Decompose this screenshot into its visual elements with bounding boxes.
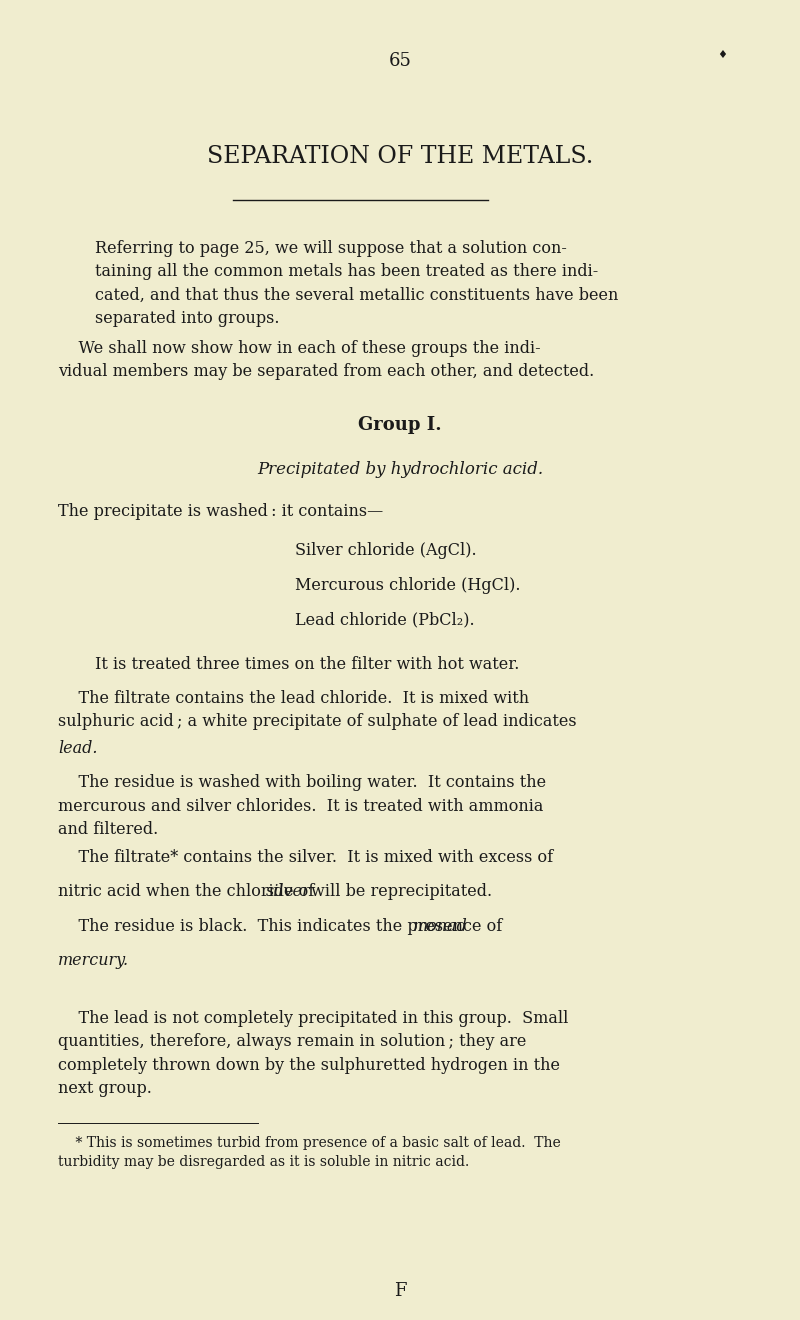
Text: The lead is not completely precipitated in this group.  Small
quantities, theref: The lead is not completely precipitated … [58,1010,568,1097]
Text: We shall now show how in each of these groups the indi-
vidual members may be se: We shall now show how in each of these g… [58,339,594,380]
Text: Referring to page 25, we will suppose that a solution con-
taining all the commo: Referring to page 25, we will suppose th… [95,240,618,327]
Text: nitric acid when the chloride of: nitric acid when the chloride of [58,883,319,900]
Text: will be reprecipitated.: will be reprecipitated. [306,883,492,900]
Text: The filtrate contains the lead chloride.  It is mixed with
sulphuric acid ; a wh: The filtrate contains the lead chloride.… [58,690,577,730]
Text: 65: 65 [389,51,411,70]
Text: Silver chloride (AgCl).: Silver chloride (AgCl). [295,543,477,560]
Text: F: F [394,1282,406,1300]
Text: mercury.: mercury. [58,952,129,969]
Text: Lead chloride (PbCl₂).: Lead chloride (PbCl₂). [295,611,474,628]
Text: The residue is washed with boiling water.  It contains the
mercurous and silver : The residue is washed with boiling water… [58,775,546,838]
Text: ♦: ♦ [717,50,727,59]
Text: It is treated three times on the filter with hot water.: It is treated three times on the filter … [95,656,519,673]
Text: The residue is black.  This indicates the presence of: The residue is black. This indicates the… [58,917,507,935]
Text: Precipitated by hydrochloric acid.: Precipitated by hydrochloric acid. [257,461,543,478]
Text: The filtrate* contains the silver.  It is mixed with excess of: The filtrate* contains the silver. It is… [58,849,553,866]
Text: Mercurous chloride (HgCl).: Mercurous chloride (HgCl). [295,577,521,594]
Text: silver: silver [266,883,310,900]
Text: lead.: lead. [58,741,98,758]
Text: The precipitate is washed : it contains—: The precipitate is washed : it contains— [58,503,383,520]
Text: * This is sometimes turbid from presence of a basic salt of lead.  The
turbidity: * This is sometimes turbid from presence… [58,1137,561,1168]
Text: SEPARATION OF THE METALS.: SEPARATION OF THE METALS. [207,145,593,168]
Text: Group I.: Group I. [358,416,442,434]
Text: monad: monad [413,917,468,935]
